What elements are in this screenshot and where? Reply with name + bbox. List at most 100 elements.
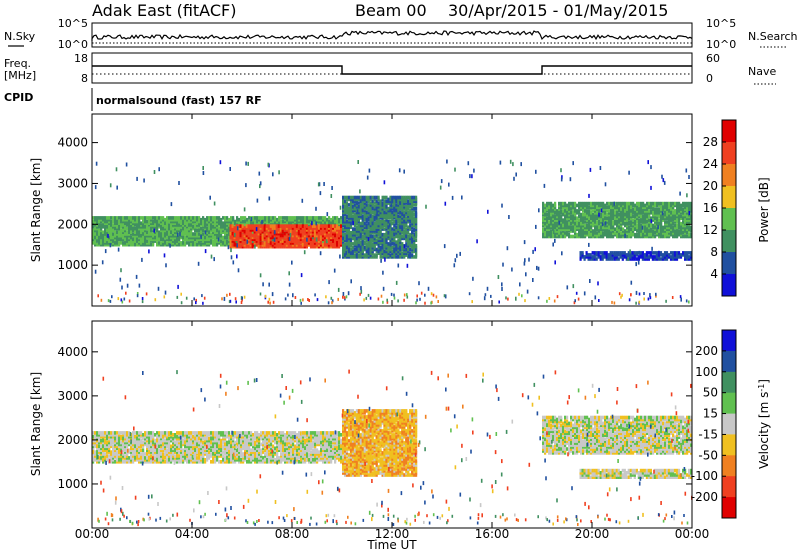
power-cell (334, 226, 337, 230)
power-cell (222, 235, 225, 240)
power-cell (561, 251, 563, 256)
power-cell (393, 195, 396, 200)
power-cell (387, 242, 390, 246)
power-cell (552, 225, 555, 230)
power-cell (403, 232, 406, 237)
power-cell (387, 214, 390, 218)
power-cell (415, 195, 418, 200)
power-cell (327, 226, 331, 230)
power-cell (606, 225, 609, 230)
power-cell (132, 232, 135, 236)
power-cell (610, 211, 613, 215)
power-cell (279, 224, 282, 228)
power-cell (399, 240, 402, 244)
power-cell (413, 245, 416, 250)
power-cell (249, 228, 252, 232)
power-cell (357, 249, 360, 254)
power-cell (297, 239, 300, 243)
power-cell (554, 201, 557, 206)
power-cell (319, 243, 323, 247)
power-cell (413, 249, 416, 254)
power-cell (303, 235, 306, 240)
noise-traces (91, 30, 693, 44)
power-cell (338, 241, 341, 245)
power-cell (397, 245, 400, 250)
power-cell (399, 253, 402, 257)
power-cell (401, 201, 404, 205)
power-cell (373, 201, 376, 205)
power-cell (657, 253, 660, 257)
power-cell (397, 232, 400, 237)
power-cell (383, 253, 386, 257)
power-cell (409, 255, 412, 259)
power-cell (279, 235, 282, 240)
power-cell (289, 229, 292, 234)
power-cell (271, 233, 274, 238)
power-cell (586, 225, 589, 230)
power-cell (184, 241, 187, 245)
power-cell (365, 242, 368, 246)
power-cell (383, 214, 386, 218)
power-cell (395, 205, 398, 209)
power-cell (134, 216, 137, 220)
power-cell (344, 218, 347, 222)
power-cell (355, 240, 358, 244)
power-cell (574, 231, 577, 235)
power-cell (326, 217, 329, 222)
power-cell (588, 205, 591, 210)
power-cell (403, 201, 406, 205)
power-cell (381, 227, 384, 231)
power-cell (315, 224, 319, 228)
power-cell (578, 201, 581, 206)
power-cell (405, 205, 408, 209)
power-cell (556, 231, 559, 235)
power-cell (371, 234, 374, 239)
power-cell (253, 224, 256, 228)
power-cell (587, 253, 590, 257)
power-cell (653, 251, 656, 255)
power-cell (347, 219, 351, 224)
power-cell (180, 228, 183, 233)
power-cell (601, 255, 604, 259)
power-cell (154, 216, 157, 220)
power-cell (584, 231, 587, 235)
power-cell (595, 251, 598, 255)
power-cell (323, 224, 327, 228)
power-cell (663, 255, 667, 259)
power-cell (321, 235, 325, 240)
power-cell (381, 249, 384, 254)
power-cell (328, 219, 331, 224)
power-cell (122, 216, 125, 220)
power-cell (401, 218, 404, 222)
power-cell (655, 255, 658, 259)
power-cell (608, 209, 611, 213)
power-cell (546, 212, 549, 217)
power-cell (259, 231, 262, 236)
power-cell (399, 244, 402, 248)
power-cell (371, 206, 374, 211)
power-cell (357, 206, 360, 211)
power-cell (614, 227, 617, 231)
power-cell (391, 253, 394, 257)
power-cell (656, 201, 659, 206)
power-cell (253, 231, 256, 236)
power-cell (383, 244, 386, 248)
power-cell (403, 195, 406, 200)
power-cell (397, 223, 400, 228)
power-cell (283, 231, 286, 236)
power-cell (369, 205, 372, 209)
power-cell (279, 243, 282, 247)
power-cell (393, 214, 396, 218)
power-cell (656, 231, 659, 235)
power-cell (674, 211, 677, 215)
power-cell (204, 217, 207, 222)
freq-tick-bottom: 8 (81, 72, 88, 85)
power-cell (618, 225, 621, 230)
power-cell (640, 205, 643, 210)
power-cell (415, 231, 418, 235)
power-cell (242, 219, 245, 224)
power-cell (126, 226, 129, 231)
power-cell (605, 255, 608, 259)
power-cell (673, 255, 677, 259)
power-cell (409, 195, 412, 200)
